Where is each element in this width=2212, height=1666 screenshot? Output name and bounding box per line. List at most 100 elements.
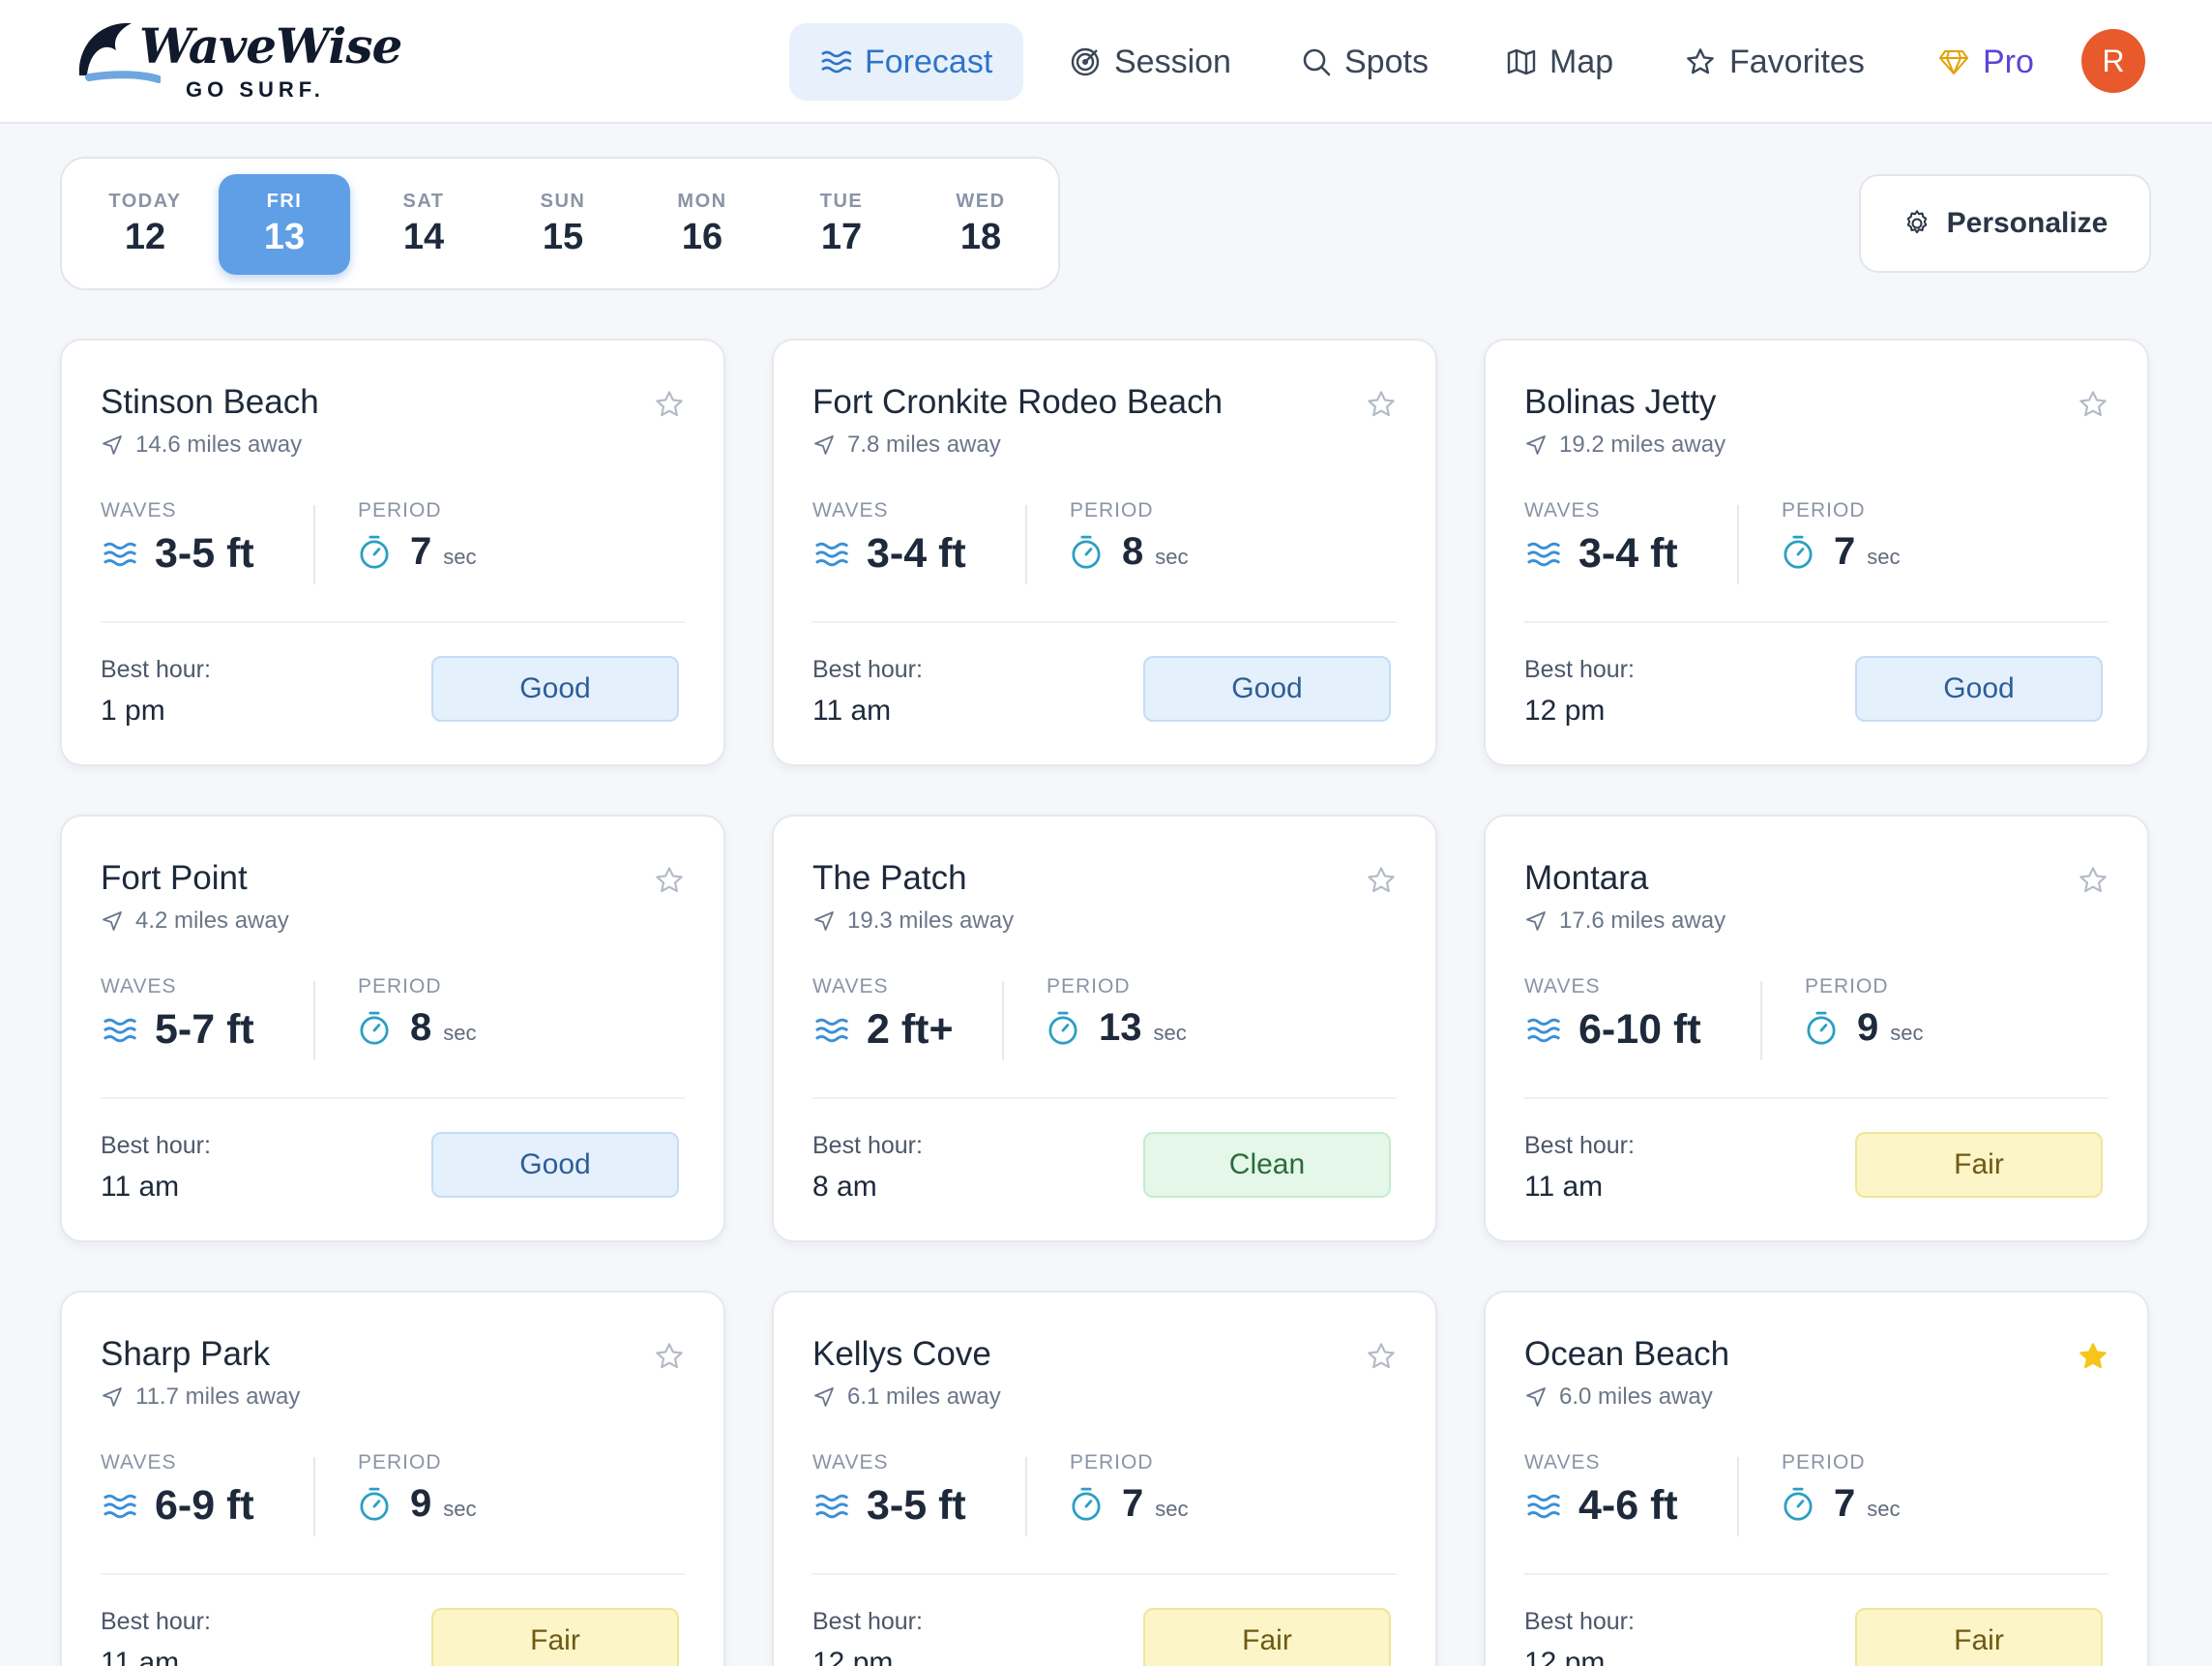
favorite-star-icon[interactable]: [1366, 865, 1397, 901]
period-label: PERIOD: [1805, 975, 1889, 997]
spot-card[interactable]: Kellys Cove 6.1 miles away WAVES 3-5 ft …: [772, 1291, 1437, 1666]
rating-badge[interactable]: Good: [431, 1132, 679, 1198]
best-hour-label: Best hour:: [1524, 656, 1635, 683]
nav-session-label: Session: [1114, 43, 1231, 80]
stopwatch-icon: [360, 1011, 389, 1045]
nav-map[interactable]: Map: [1476, 23, 1644, 101]
card-divider: [101, 1573, 685, 1575]
period-label: PERIOD: [1070, 1451, 1154, 1473]
stopwatch-icon: [1072, 535, 1101, 569]
favorite-star-icon[interactable]: [654, 865, 685, 901]
location-arrow-icon: [814, 435, 834, 455]
day-number: 17: [820, 217, 863, 257]
metric-divider: [1737, 505, 1739, 584]
day-tab-fri[interactable]: FRI 13: [219, 174, 350, 275]
rating-badge[interactable]: Good: [1143, 656, 1391, 722]
waves-height: 6-9 ft: [155, 1482, 254, 1529]
nav-forecast[interactable]: Forecast: [789, 23, 1024, 101]
period-label: PERIOD: [1070, 499, 1154, 521]
spot-distance: 6.1 miles away: [812, 1383, 1001, 1411]
day-tab-mon[interactable]: MON 16: [636, 174, 768, 275]
spot-card[interactable]: Stinson Beach 14.6 miles away WAVES 3-5 …: [60, 339, 725, 766]
day-name: SAT: [402, 191, 445, 212]
period-seconds: 8: [410, 1006, 432, 1049]
spot-distance-text: 6.0 miles away: [1559, 1383, 1713, 1410]
user-avatar[interactable]: R: [2081, 29, 2145, 93]
day-tab-wed[interactable]: WED 18: [915, 174, 1047, 275]
period-label: PERIOD: [1782, 499, 1866, 521]
favorite-star-icon[interactable]: [654, 389, 685, 425]
favorite-star-icon[interactable]: [1366, 1341, 1397, 1377]
waves-value: 4-6 ft: [1524, 1482, 1678, 1530]
favorite-star-icon[interactable]: [2078, 389, 2109, 425]
day-selector: TODAY 12 FRI 13 SAT 14 SUN 15 MON 16 TUE…: [60, 157, 1060, 290]
spot-distance: 6.0 miles away: [1524, 1383, 1713, 1411]
favorite-star-icon[interactable]: [1366, 389, 1397, 425]
gear-icon: [1906, 210, 1927, 234]
day-tab-sat[interactable]: SAT 14: [358, 174, 489, 275]
favorite-star-icon[interactable]: [654, 1341, 685, 1377]
nav-map-label: Map: [1549, 43, 1614, 80]
nav-pro[interactable]: Pro: [1907, 23, 2065, 101]
best-hour-label: Best hour:: [812, 1608, 923, 1635]
day-number: 18: [959, 217, 1002, 257]
best-hour-label: Best hour:: [1524, 1132, 1635, 1159]
rating-badge[interactable]: Good: [431, 656, 679, 722]
personalize-button[interactable]: Personalize: [1859, 174, 2151, 273]
metric-divider: [1002, 981, 1004, 1060]
metric-divider: [1737, 1457, 1739, 1536]
rating-badge[interactable]: Fair: [431, 1608, 679, 1666]
location-arrow-icon: [1526, 911, 1546, 931]
period-seconds: 7: [1122, 1482, 1144, 1525]
day-tab-sun[interactable]: SUN 15: [497, 174, 629, 275]
spot-card[interactable]: Ocean Beach 6.0 miles away WAVES 4-6 ft …: [1484, 1291, 2149, 1666]
wave-logo-icon: [78, 22, 161, 83]
rating-badge[interactable]: Fair: [1855, 1132, 2103, 1198]
waves-height: 3-5 ft: [155, 530, 254, 577]
day-number: 14: [402, 217, 445, 257]
period-unit: sec: [443, 1496, 477, 1521]
day-tab-tue[interactable]: TUE 17: [776, 174, 907, 275]
rating-badge[interactable]: Good: [1855, 656, 2103, 722]
day-number: 15: [542, 217, 584, 257]
card-divider: [101, 621, 685, 623]
nav-spots[interactable]: Spots: [1271, 23, 1460, 101]
metric-divider: [313, 505, 315, 584]
waves-icon: [103, 542, 137, 566]
card-divider: [1524, 621, 2109, 623]
rating-badge[interactable]: Fair: [1855, 1608, 2103, 1666]
stopwatch-icon: [1807, 1011, 1836, 1045]
spot-card[interactable]: Bolinas Jetty 19.2 miles away WAVES 3-4 …: [1484, 339, 2149, 766]
best-hour-label: Best hour:: [812, 656, 923, 683]
period-unit: sec: [1153, 1020, 1187, 1045]
spot-card[interactable]: The Patch 19.3 miles away WAVES 2 ft+ PE…: [772, 815, 1437, 1242]
best-hour-value: 1 pm: [101, 695, 165, 727]
spot-card[interactable]: Fort Point 4.2 miles away WAVES 5-7 ft P…: [60, 815, 725, 1242]
stopwatch-icon: [1784, 535, 1813, 569]
rating-badge[interactable]: Fair: [1143, 1608, 1391, 1666]
favorite-star-icon[interactable]: [2078, 1341, 2109, 1377]
period-value: 7 sec: [1782, 530, 1901, 574]
spot-card[interactable]: Montara 17.6 miles away WAVES 6-10 ft PE…: [1484, 815, 2149, 1242]
favorite-star-icon[interactable]: [2078, 865, 2109, 901]
spot-card[interactable]: Fort Cronkite Rodeo Beach 7.8 miles away…: [772, 339, 1437, 766]
day-name: TUE: [819, 191, 864, 212]
period-unit: sec: [1867, 544, 1901, 569]
day-tab-today[interactable]: TODAY 12: [79, 174, 211, 275]
rating-badge[interactable]: Clean: [1143, 1132, 1391, 1198]
nav-pro-label: Pro: [1983, 43, 2034, 80]
spot-distance: 17.6 miles away: [1524, 907, 1725, 935]
nav-forecast-label: Forecast: [865, 43, 993, 80]
period-unit: sec: [443, 544, 477, 569]
top-header: WaveWise GO SURF. Forecast Session Spots…: [0, 0, 2212, 124]
waves-label: WAVES: [812, 975, 889, 997]
spot-distance-text: 19.3 miles away: [847, 907, 1015, 934]
waves-height: 3-4 ft: [867, 530, 966, 577]
period-seconds: 8: [1122, 530, 1144, 573]
day-name: SUN: [540, 191, 586, 212]
period-seconds: 7: [1834, 530, 1856, 573]
brand-logo[interactable]: WaveWise GO SURF.: [74, 15, 402, 104]
nav-favorites[interactable]: Favorites: [1654, 23, 1896, 101]
spot-card[interactable]: Sharp Park 11.7 miles away WAVES 6-9 ft …: [60, 1291, 725, 1666]
nav-session[interactable]: Session: [1039, 23, 1262, 101]
